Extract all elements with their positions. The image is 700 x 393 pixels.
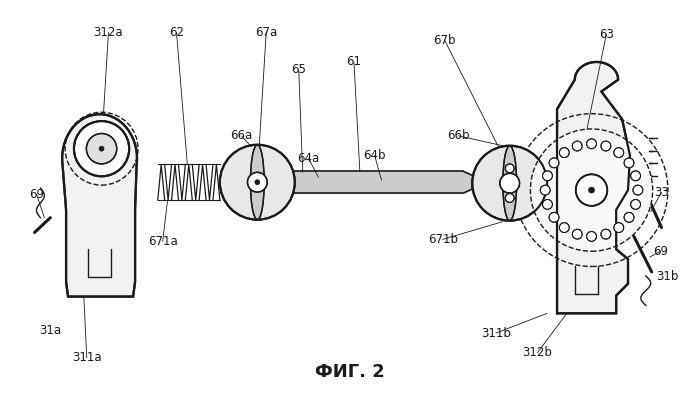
Circle shape	[248, 173, 267, 192]
Circle shape	[601, 141, 611, 151]
Text: 66b: 66b	[447, 129, 470, 142]
Text: 63: 63	[599, 28, 614, 41]
Ellipse shape	[503, 146, 517, 220]
Circle shape	[633, 185, 643, 195]
Polygon shape	[557, 62, 630, 313]
Circle shape	[505, 193, 514, 202]
Circle shape	[549, 158, 559, 168]
Polygon shape	[62, 114, 137, 297]
Text: 311b: 311b	[481, 327, 511, 340]
Circle shape	[614, 223, 624, 233]
Text: 66a: 66a	[230, 129, 253, 142]
Text: r: r	[597, 179, 601, 189]
Circle shape	[587, 231, 596, 241]
Circle shape	[589, 187, 594, 193]
Circle shape	[573, 229, 582, 239]
Circle shape	[542, 171, 552, 181]
Text: 671a: 671a	[148, 235, 178, 248]
Text: r: r	[500, 173, 505, 183]
Circle shape	[631, 200, 640, 209]
Circle shape	[505, 164, 514, 173]
Circle shape	[614, 148, 624, 158]
Circle shape	[549, 212, 559, 222]
Text: 69: 69	[653, 245, 668, 258]
Text: 31b: 31b	[657, 270, 678, 283]
Text: 311a: 311a	[72, 351, 102, 364]
Text: 33: 33	[654, 185, 669, 198]
Circle shape	[74, 121, 130, 176]
Circle shape	[587, 139, 596, 149]
Text: 671b: 671b	[428, 233, 458, 246]
Circle shape	[601, 229, 611, 239]
Ellipse shape	[251, 145, 264, 220]
Text: ФИГ. 2: ФИГ. 2	[315, 364, 385, 382]
Circle shape	[559, 223, 569, 233]
Text: 67a: 67a	[255, 26, 277, 39]
Text: 67b: 67b	[433, 34, 456, 47]
Circle shape	[531, 129, 652, 251]
Text: 31a: 31a	[39, 323, 62, 336]
Circle shape	[86, 134, 117, 164]
Circle shape	[559, 148, 569, 158]
Circle shape	[542, 200, 552, 209]
Circle shape	[473, 146, 547, 220]
Circle shape	[624, 212, 634, 222]
Text: 312a: 312a	[94, 26, 123, 39]
Text: 65: 65	[291, 63, 306, 76]
Text: 312b: 312b	[522, 346, 552, 359]
Circle shape	[573, 141, 582, 151]
Text: 69: 69	[29, 187, 44, 200]
Circle shape	[631, 171, 640, 181]
Circle shape	[576, 174, 608, 206]
Text: 62: 62	[169, 26, 184, 39]
Circle shape	[255, 180, 260, 185]
Circle shape	[624, 158, 634, 168]
Text: 64a: 64a	[298, 152, 320, 165]
Circle shape	[99, 146, 104, 151]
Text: 64b: 64b	[363, 149, 386, 162]
Circle shape	[220, 145, 295, 220]
Circle shape	[540, 185, 550, 195]
Text: 61: 61	[346, 55, 361, 68]
Circle shape	[500, 173, 519, 193]
